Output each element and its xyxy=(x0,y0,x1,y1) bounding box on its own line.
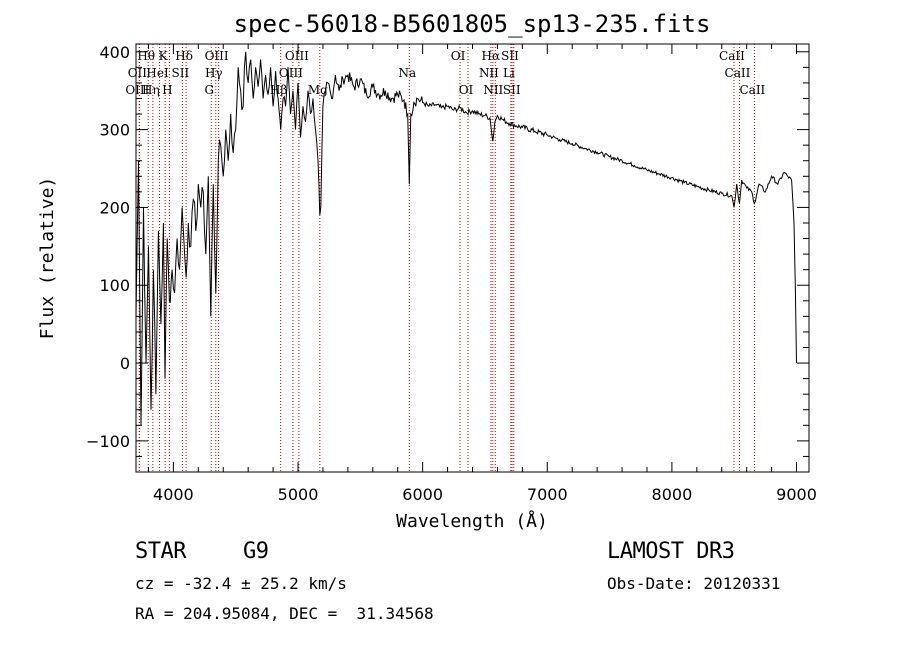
spectral-line-label: SII xyxy=(172,66,190,80)
spectral-line-label: OIII xyxy=(279,66,303,80)
flux-series-line xyxy=(135,51,797,426)
spectral-line-label: Hγ xyxy=(205,66,223,80)
plot-frame xyxy=(135,43,810,473)
object-subclass: G9 xyxy=(243,539,269,564)
spectral-line-label: Na xyxy=(398,66,416,80)
y-tick-label: −100 xyxy=(86,432,130,451)
spectral-line-label: HeI xyxy=(146,66,169,80)
spectral-line-label: Li xyxy=(503,66,515,80)
spectral-line-label: OIII xyxy=(285,49,309,63)
spectrum-chart: spec-56018-B5601805_sp13-235.fits Hθ K Hδ O… xyxy=(37,10,817,532)
survey-name: LAMOST DR3 xyxy=(607,539,735,564)
spectral-line-label: OII xyxy=(128,66,148,80)
spectral-line-label: K xyxy=(159,49,169,63)
spectral-line-label: H xyxy=(162,83,172,97)
y-tick-label: 400 xyxy=(99,43,130,62)
y-axis-label: Flux (relative) xyxy=(37,177,58,340)
spectral-line-label: OIII xyxy=(205,49,229,63)
spectral-line-label: NII xyxy=(483,83,503,97)
x-tick-label: 8000 xyxy=(652,485,693,504)
y-tick-label: 200 xyxy=(99,198,130,217)
y-tick-label: 0 xyxy=(120,354,130,373)
chart-title: spec-56018-B5601805_sp13-235.fits xyxy=(234,10,711,38)
x-tick-label: 5000 xyxy=(278,485,319,504)
spectral-line-label: Mg xyxy=(308,83,328,97)
redshift-cz: cz = -32.4 ± 25.2 km/s xyxy=(135,574,347,593)
x-tick-label: 7000 xyxy=(527,485,568,504)
spectral-line-label: Hδ xyxy=(175,49,193,63)
spectral-line-label: G xyxy=(204,83,214,97)
x-tick-label: 9000 xyxy=(776,485,817,504)
spectral-line-label: Hθ xyxy=(137,49,155,63)
spectral-line-label: NII xyxy=(479,66,499,80)
y-tick-label: 100 xyxy=(99,276,130,295)
x-axis-label: Wavelength (Å) xyxy=(396,510,548,532)
spectral-line-label: SII xyxy=(501,49,519,63)
y-tick-label: 300 xyxy=(99,121,130,140)
x-tick-label: 6000 xyxy=(402,485,443,504)
ra-dec: RA = 204.95084, DEC = 31.34568 xyxy=(135,604,434,623)
spectral-line-label: CaII xyxy=(719,49,745,63)
x-tick-label: 4000 xyxy=(153,485,194,504)
object-class: STAR xyxy=(135,539,186,564)
obs-date: Obs-Date: 20120331 xyxy=(607,574,781,593)
series-layer xyxy=(135,51,797,426)
spectral-line-label: OIII xyxy=(125,83,149,97)
spectral-line-label: CaII xyxy=(739,83,765,97)
spectral-line-label: OI xyxy=(459,83,474,97)
spectral-line-label: SII xyxy=(503,83,521,97)
spectral-line-label: OI xyxy=(451,49,466,63)
axis-ticks: 4000 5000 6000 7000 8000 9000 −100 0 100 200 300 40… xyxy=(86,43,817,504)
spectral-line-label: CaII xyxy=(725,66,751,80)
spectral-line-label: Hη xyxy=(142,83,160,97)
